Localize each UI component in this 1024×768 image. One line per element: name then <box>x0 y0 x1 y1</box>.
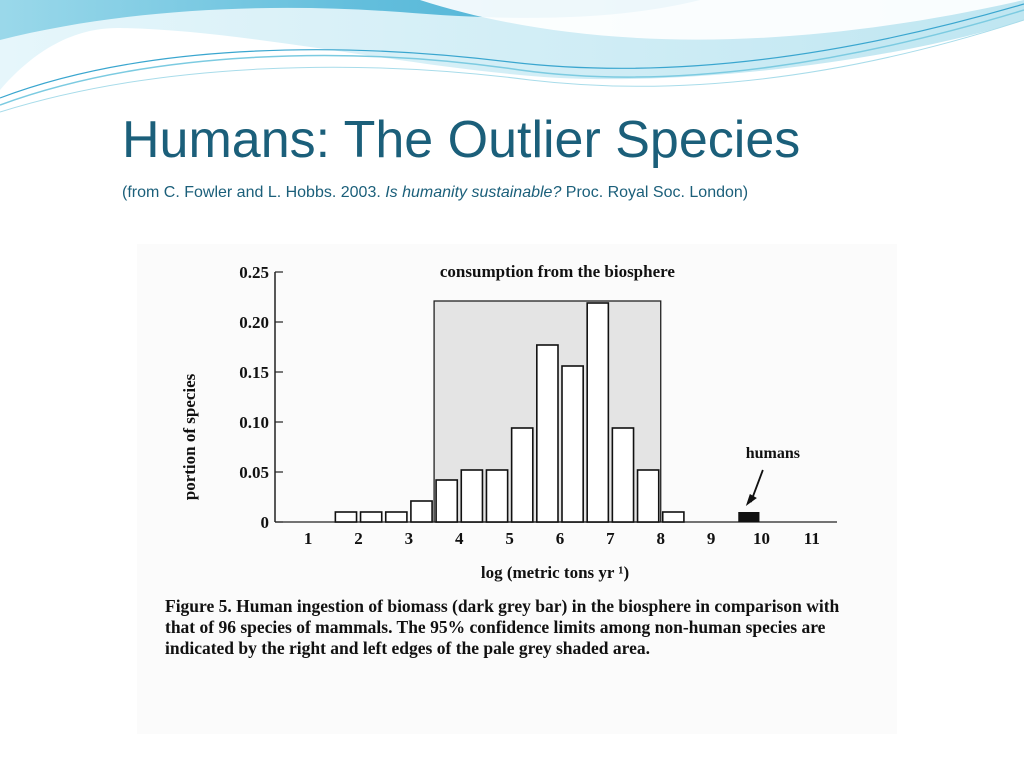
x-tick-label: 10 <box>753 529 770 548</box>
histogram-bar <box>611 427 635 523</box>
y-tick-label: 0 <box>261 513 270 532</box>
x-tick-label: 3 <box>405 529 414 548</box>
x-tick-label: 8 <box>656 529 665 548</box>
y-tick-label: 0.15 <box>239 363 269 382</box>
y-tick-label: 0.25 <box>239 263 269 282</box>
x-tick-label: 1 <box>304 529 313 548</box>
subtitle-paper-title: Is humanity sustainable? <box>385 184 562 201</box>
histogram-bar <box>359 511 383 523</box>
x-axis-label: log (metric tons yr ¹) <box>481 563 629 582</box>
x-tick-label: 5 <box>505 529 514 548</box>
x-tick-label: 9 <box>707 529 716 548</box>
figure-panel: 0 0.05 0.10 0.15 0.20 0.25 1 2 3 4 5 6 7 8 9 10 11 humans… <box>137 244 897 734</box>
x-tick-label: 11 <box>804 529 820 548</box>
humans-bar <box>738 512 760 522</box>
y-axis-label: portion of species <box>180 373 199 500</box>
histogram-bar <box>586 302 610 523</box>
x-tick-label: 2 <box>354 529 363 548</box>
chart-title: consumption from the biosphere <box>440 262 675 281</box>
histogram-bar <box>536 344 559 523</box>
histogram-bar <box>661 511 685 523</box>
humans-label: humans <box>746 445 800 462</box>
histogram-bar <box>460 469 484 523</box>
figure-caption: Figure 5. Human ingestion of biomass (da… <box>165 596 840 658</box>
histogram-bar <box>485 469 509 523</box>
histogram-bar <box>561 365 584 523</box>
biomass-histogram: 0 0.05 0.10 0.15 0.20 0.25 1 2 3 4 5 6 7 8 9 10 11 humans… <box>180 262 837 582</box>
histogram-bar <box>334 511 358 523</box>
histogram-bar <box>510 427 534 523</box>
x-tick-label: 6 <box>556 529 565 548</box>
histogram-bar <box>636 469 660 523</box>
y-tick-label: 0.20 <box>239 313 269 332</box>
slide-title: Humans: The Outlier Species <box>122 111 801 169</box>
subtitle-citation-start: (from C. Fowler and L. Hobbs. 2003. <box>122 184 386 201</box>
x-tick-label: 7 <box>606 529 615 548</box>
histogram-bar <box>410 500 433 523</box>
histogram-bar <box>384 511 408 523</box>
header-wave-decoration <box>0 0 1024 113</box>
x-tick-label: 4 <box>455 529 464 548</box>
humans-arrowhead <box>745 494 757 506</box>
slide-subtitle: (from C. Fowler and L. Hobbs. 2003. Is h… <box>122 184 748 202</box>
y-tick-label: 0.10 <box>239 413 269 432</box>
y-tick-label: 0.05 <box>239 463 269 482</box>
histogram-bar <box>435 479 459 523</box>
subtitle-citation-end: Proc. Royal Soc. London) <box>561 184 749 201</box>
